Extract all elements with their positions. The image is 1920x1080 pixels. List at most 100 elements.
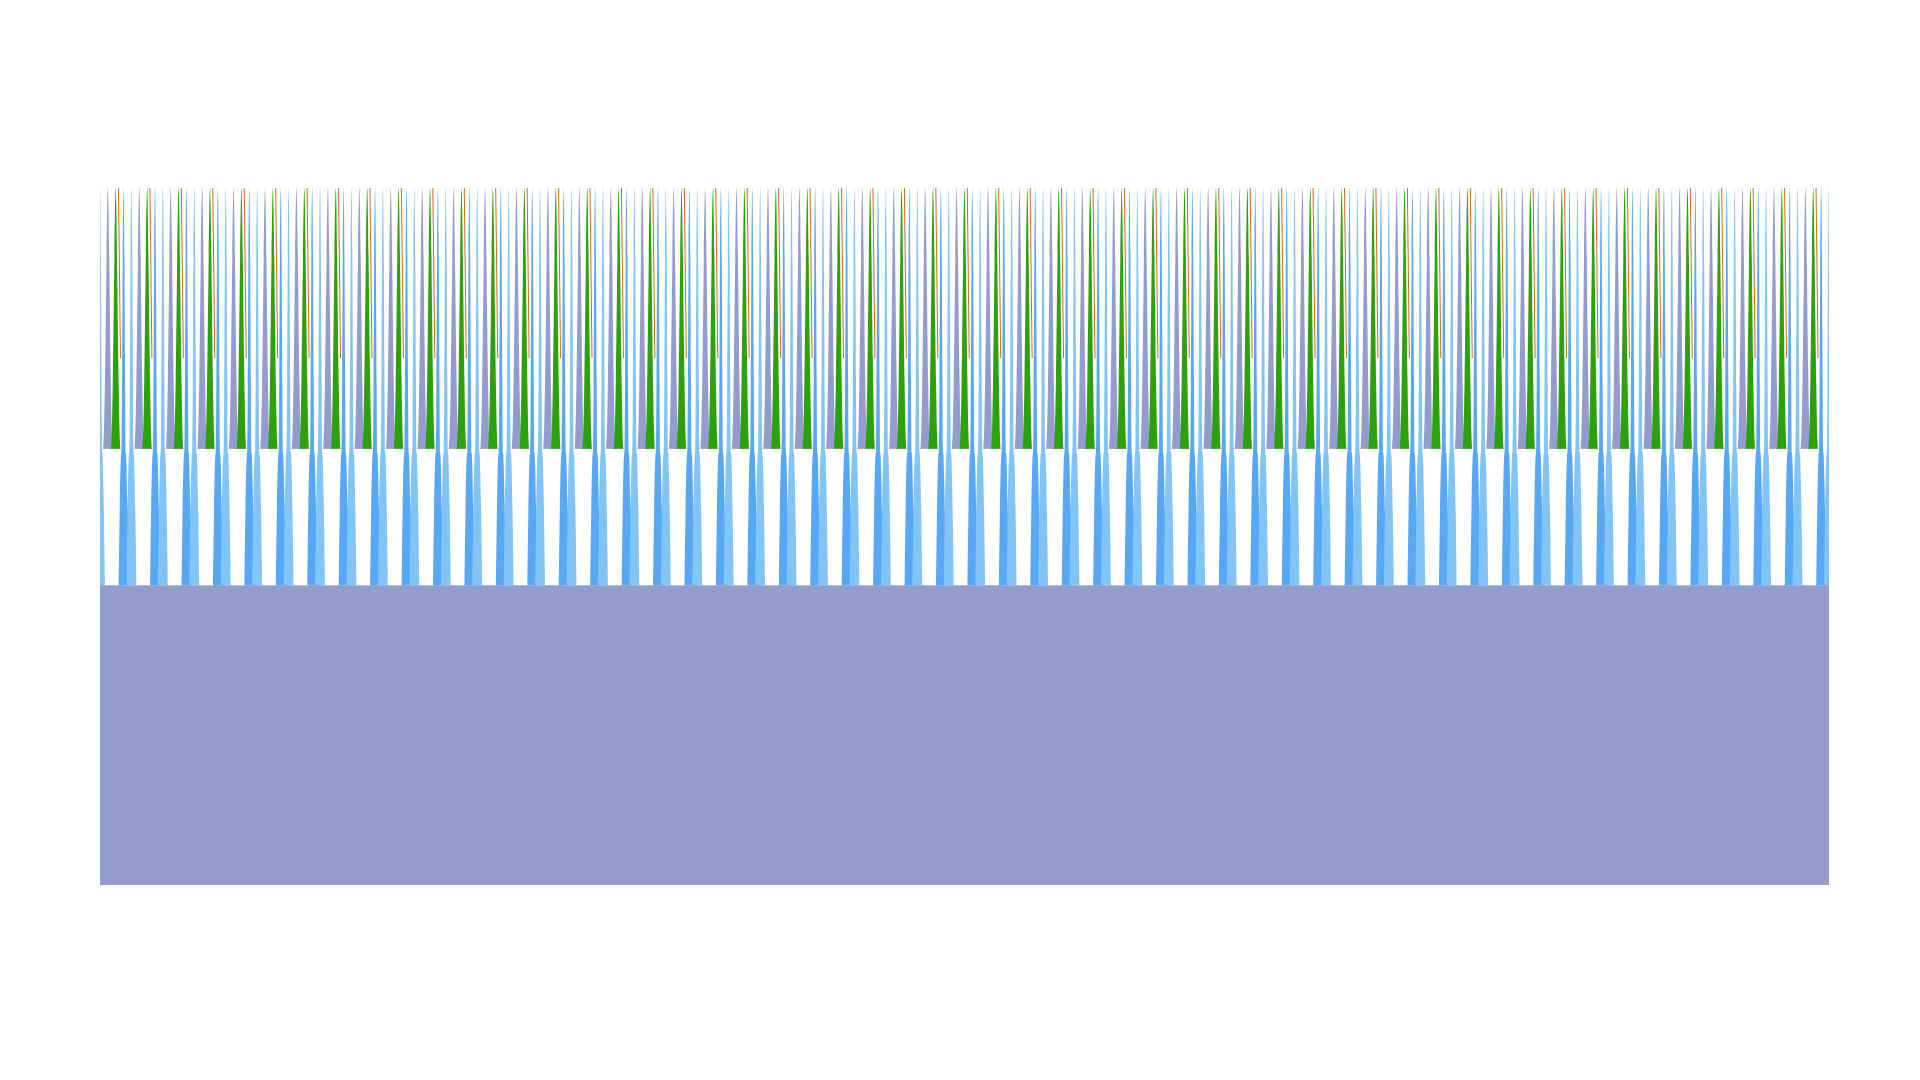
wave-peak xyxy=(244,188,254,585)
wave-peak xyxy=(889,188,899,449)
edge-line xyxy=(904,188,906,358)
wave-peak xyxy=(409,188,419,585)
wave-peak xyxy=(464,188,474,585)
wave-peak xyxy=(1478,188,1488,585)
wave-peak xyxy=(1486,188,1496,449)
edge-line xyxy=(1124,188,1126,358)
wave-peak xyxy=(1282,188,1292,585)
wave-peak xyxy=(1195,188,1205,585)
edge-line xyxy=(181,188,183,358)
edge-line xyxy=(716,188,718,358)
wave-peak xyxy=(1447,188,1457,585)
wave-peak xyxy=(881,188,891,585)
edge-line xyxy=(1785,188,1787,358)
wave-peak xyxy=(606,188,616,449)
wave-peak xyxy=(1612,188,1622,449)
wave-peak xyxy=(1643,188,1653,449)
wave-peak xyxy=(1596,188,1606,585)
edge-line xyxy=(747,188,749,358)
wave-peak xyxy=(1439,188,1449,585)
edge-line xyxy=(1439,188,1441,358)
wave-peak xyxy=(512,188,522,449)
wave-peak xyxy=(1321,188,1331,585)
wave-peak xyxy=(276,188,286,585)
wave-peak xyxy=(590,188,600,585)
wave-peak xyxy=(920,188,930,449)
wave-peak xyxy=(826,188,836,449)
wave-peak xyxy=(543,188,553,449)
wave-peak xyxy=(653,188,663,585)
edge-line xyxy=(307,188,309,358)
wave-peak xyxy=(1392,188,1402,449)
wave-peak xyxy=(213,188,223,585)
wave-peak xyxy=(1250,188,1260,585)
wave-peak xyxy=(716,188,726,585)
wave-peak xyxy=(221,188,231,585)
wave-peak xyxy=(1549,188,1559,449)
edge-line xyxy=(1722,188,1724,358)
wave-peak xyxy=(95,188,105,585)
wave-peak xyxy=(999,188,1009,585)
wave-peak xyxy=(842,188,852,585)
wave-peak xyxy=(150,188,160,585)
wave-peak xyxy=(574,188,584,449)
edge-line xyxy=(401,188,403,358)
wave-peak xyxy=(630,188,640,585)
wave-peak xyxy=(1070,188,1080,585)
wave-peak xyxy=(1690,188,1700,585)
edge-line xyxy=(496,188,498,358)
wave-peak xyxy=(1604,188,1614,585)
wave-peak xyxy=(850,188,860,585)
wave-peak xyxy=(158,188,168,585)
edge-line xyxy=(527,188,529,358)
wave-peak xyxy=(535,188,545,585)
wave-peak xyxy=(747,188,757,585)
edge-line xyxy=(1156,188,1158,358)
wave-peak xyxy=(1832,188,1842,449)
wave-peak xyxy=(1329,188,1339,449)
wave-peak xyxy=(1573,188,1583,585)
wave-peak xyxy=(189,188,199,585)
wave-peak xyxy=(354,188,364,449)
wave-peak xyxy=(1722,188,1732,585)
edge-line xyxy=(1407,188,1409,358)
wave-peak xyxy=(1675,188,1685,449)
edge-line xyxy=(653,188,655,358)
series-wave-4 xyxy=(119,188,1826,585)
series-base-fill xyxy=(100,585,1829,885)
wave-peak xyxy=(182,188,192,585)
wave-peak xyxy=(1769,188,1779,449)
edge-line xyxy=(779,188,781,358)
wave-peak xyxy=(952,188,962,449)
edge-line xyxy=(1250,188,1252,358)
wave-peak xyxy=(504,188,514,585)
edge-line xyxy=(150,188,152,358)
edge-line xyxy=(1847,188,1849,358)
wave-peak xyxy=(441,188,451,585)
edge-line xyxy=(999,188,1001,358)
wave-peak xyxy=(818,188,828,585)
wave-peak xyxy=(370,188,380,585)
wave-peak xyxy=(692,188,702,585)
wave-peak xyxy=(1188,188,1198,585)
wave-peak xyxy=(1046,188,1056,449)
wave-peak xyxy=(1816,188,1826,585)
wave-peak xyxy=(1580,188,1590,449)
wave-peak xyxy=(1384,188,1394,585)
edge-line xyxy=(559,188,561,358)
edge-line xyxy=(213,188,215,358)
wave-peak xyxy=(1753,188,1763,585)
wave-peak xyxy=(1290,188,1300,585)
wave-peak xyxy=(857,188,867,449)
wave-peak xyxy=(637,188,647,449)
wave-peak xyxy=(559,188,569,585)
wave-peak xyxy=(1109,188,1119,449)
wave-peak xyxy=(1738,188,1748,449)
wave-peak xyxy=(1801,188,1811,449)
wave-peak xyxy=(1360,188,1370,449)
wave-peak xyxy=(1761,188,1771,585)
wave-peak xyxy=(1793,188,1803,585)
wave-peak xyxy=(252,188,262,585)
wave-peak xyxy=(1408,188,1418,585)
wave-peak xyxy=(622,188,632,585)
